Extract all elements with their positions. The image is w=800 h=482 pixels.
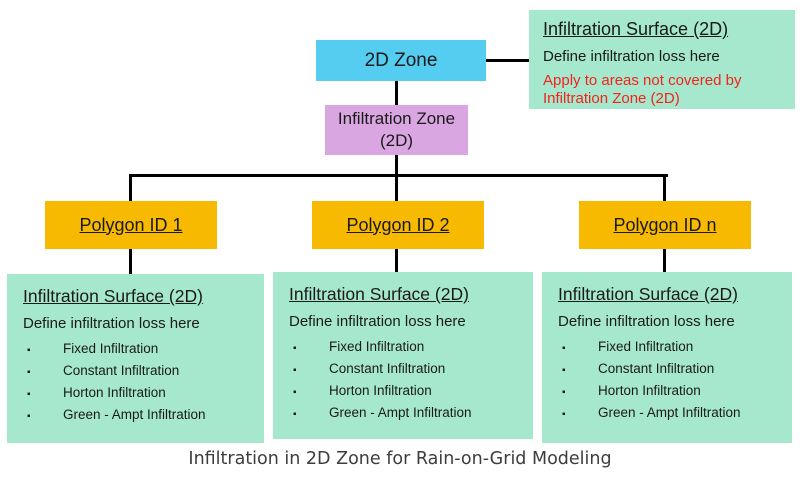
bullet-label: Constant Infiltration (329, 361, 446, 376)
polygon-n-label: Polygon ID n (613, 214, 717, 235)
polygon-1-label: Polygon ID 1 (79, 214, 183, 235)
bullet-item: ▪ Green - Ampt Infiltration (289, 405, 519, 420)
surface-1-title: Infiltration Surface (2D) (23, 286, 203, 306)
surface-2-bullet-list: ▪ Fixed Infiltration ▪ Constant Infiltra… (289, 339, 519, 420)
bullet-item: ▪ Fixed Infiltration (289, 339, 519, 354)
connector-root-to-zone (395, 81, 398, 105)
surface-1-subtitle: Define infiltration loss here (23, 315, 200, 332)
bullet-label: Constant Infiltration (598, 361, 715, 376)
surface-2-title: Infiltration Surface (2D) (289, 284, 469, 304)
bullet-label: Green - Ampt Infiltration (598, 405, 741, 420)
zone-box-label: Infiltration Zone (2D) (337, 108, 456, 150)
surface-3-bullet-list: ▪ Fixed Infiltration ▪ Constant Infiltra… (558, 339, 778, 420)
bullet-label: Horton Infiltration (329, 383, 432, 398)
surface-2-subtitle: Define infiltration loss here (289, 313, 466, 330)
note-warning-text: Apply to areas not covered by Infiltrati… (543, 72, 742, 107)
square-bullet-icon: ▪ (562, 387, 566, 398)
zone-box-infiltration-zone: Infiltration Zone (2D) (325, 105, 468, 155)
bullet-label: Fixed Infiltration (63, 341, 159, 356)
bullet-label: Fixed Infiltration (598, 339, 694, 354)
square-bullet-icon: ▪ (293, 343, 297, 354)
square-bullet-icon: ▪ (293, 409, 297, 420)
bullet-item: ▪ Horton Infiltration (23, 385, 250, 400)
bullet-item: ▪ Constant Infiltration (23, 363, 250, 378)
square-bullet-icon: ▪ (27, 345, 31, 356)
square-bullet-icon: ▪ (293, 365, 297, 376)
branch-line (129, 174, 668, 177)
bullet-item: ▪ Fixed Infiltration (558, 339, 778, 354)
bullet-item: ▪ Constant Infiltration (289, 361, 519, 376)
polygon-box-2: Polygon ID 2 (312, 201, 484, 249)
bullet-item: ▪ Green - Ampt Infiltration (23, 407, 250, 422)
bullet-label: Green - Ampt Infiltration (63, 407, 206, 422)
connector-polygon-n-to-surface-3 (663, 249, 666, 272)
polygon-box-n: Polygon ID n (579, 201, 751, 249)
note-title: Infiltration Surface (2D) (543, 19, 729, 39)
surface-3-title: Infiltration Surface (2D) (558, 284, 738, 304)
bullet-item: ▪ Fixed Infiltration (23, 341, 250, 356)
note-subtitle: Define infiltration loss here (543, 48, 720, 65)
diagram-caption: Infiltration in 2D Zone for Rain-on-Grid… (188, 449, 612, 469)
bullet-label: Fixed Infiltration (329, 339, 425, 354)
square-bullet-icon: ▪ (27, 389, 31, 400)
square-bullet-icon: ▪ (562, 409, 566, 420)
surface-1-bullet-list: ▪ Fixed Infiltration ▪ Constant Infiltra… (23, 341, 250, 422)
bullet-label: Horton Infiltration (598, 383, 701, 398)
bullet-item: ▪ Green - Ampt Infiltration (558, 405, 778, 420)
connector-branch-to-polygon-2 (395, 177, 398, 201)
connector-polygon-2-to-surface-2 (395, 249, 398, 272)
bullet-label: Constant Infiltration (63, 363, 180, 378)
connector-branch-to-polygon-n (663, 177, 666, 201)
surface-3-subtitle: Define infiltration loss here (558, 313, 735, 330)
connector-polygon-1-to-surface-1 (129, 249, 132, 274)
bullet-label: Horton Infiltration (63, 385, 166, 400)
square-bullet-icon: ▪ (27, 411, 31, 422)
square-bullet-icon: ▪ (562, 343, 566, 354)
bullet-item: ▪ Horton Infiltration (558, 383, 778, 398)
connector-branch-to-polygon-1 (129, 177, 132, 201)
square-bullet-icon: ▪ (562, 365, 566, 376)
connector-zone-to-branch (395, 155, 398, 176)
root-box-2d-zone: 2D Zone (316, 40, 486, 81)
surface-box-1: Infiltration Surface (2D) Define infiltr… (7, 274, 264, 443)
surface-box-2: Infiltration Surface (2D) Define infiltr… (273, 272, 533, 439)
note-box-infiltration-surface: Infiltration Surface (2D) Define infiltr… (529, 10, 795, 109)
root-box-label: 2D Zone (364, 49, 438, 71)
bullet-item: ▪ Constant Infiltration (558, 361, 778, 376)
square-bullet-icon: ▪ (27, 367, 31, 378)
polygon-box-1: Polygon ID 1 (45, 201, 217, 249)
square-bullet-icon: ▪ (293, 387, 297, 398)
connector-root-to-note (486, 59, 530, 62)
bullet-item: ▪ Horton Infiltration (289, 383, 519, 398)
surface-box-3: Infiltration Surface (2D) Define infiltr… (542, 272, 792, 443)
bullet-label: Green - Ampt Infiltration (329, 405, 472, 420)
polygon-2-label: Polygon ID 2 (346, 214, 450, 235)
